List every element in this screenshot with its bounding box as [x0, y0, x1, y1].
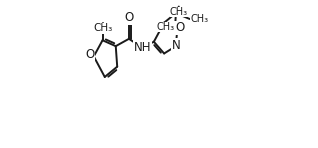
Text: NH: NH: [133, 41, 151, 54]
Text: O: O: [86, 48, 95, 61]
Text: N: N: [171, 39, 180, 52]
Text: CH₃: CH₃: [170, 7, 188, 17]
Text: CH₃: CH₃: [93, 23, 112, 33]
Text: O: O: [175, 21, 184, 34]
Text: CH₃: CH₃: [190, 14, 209, 24]
Text: CH₃: CH₃: [156, 22, 174, 32]
Text: O: O: [124, 11, 134, 24]
